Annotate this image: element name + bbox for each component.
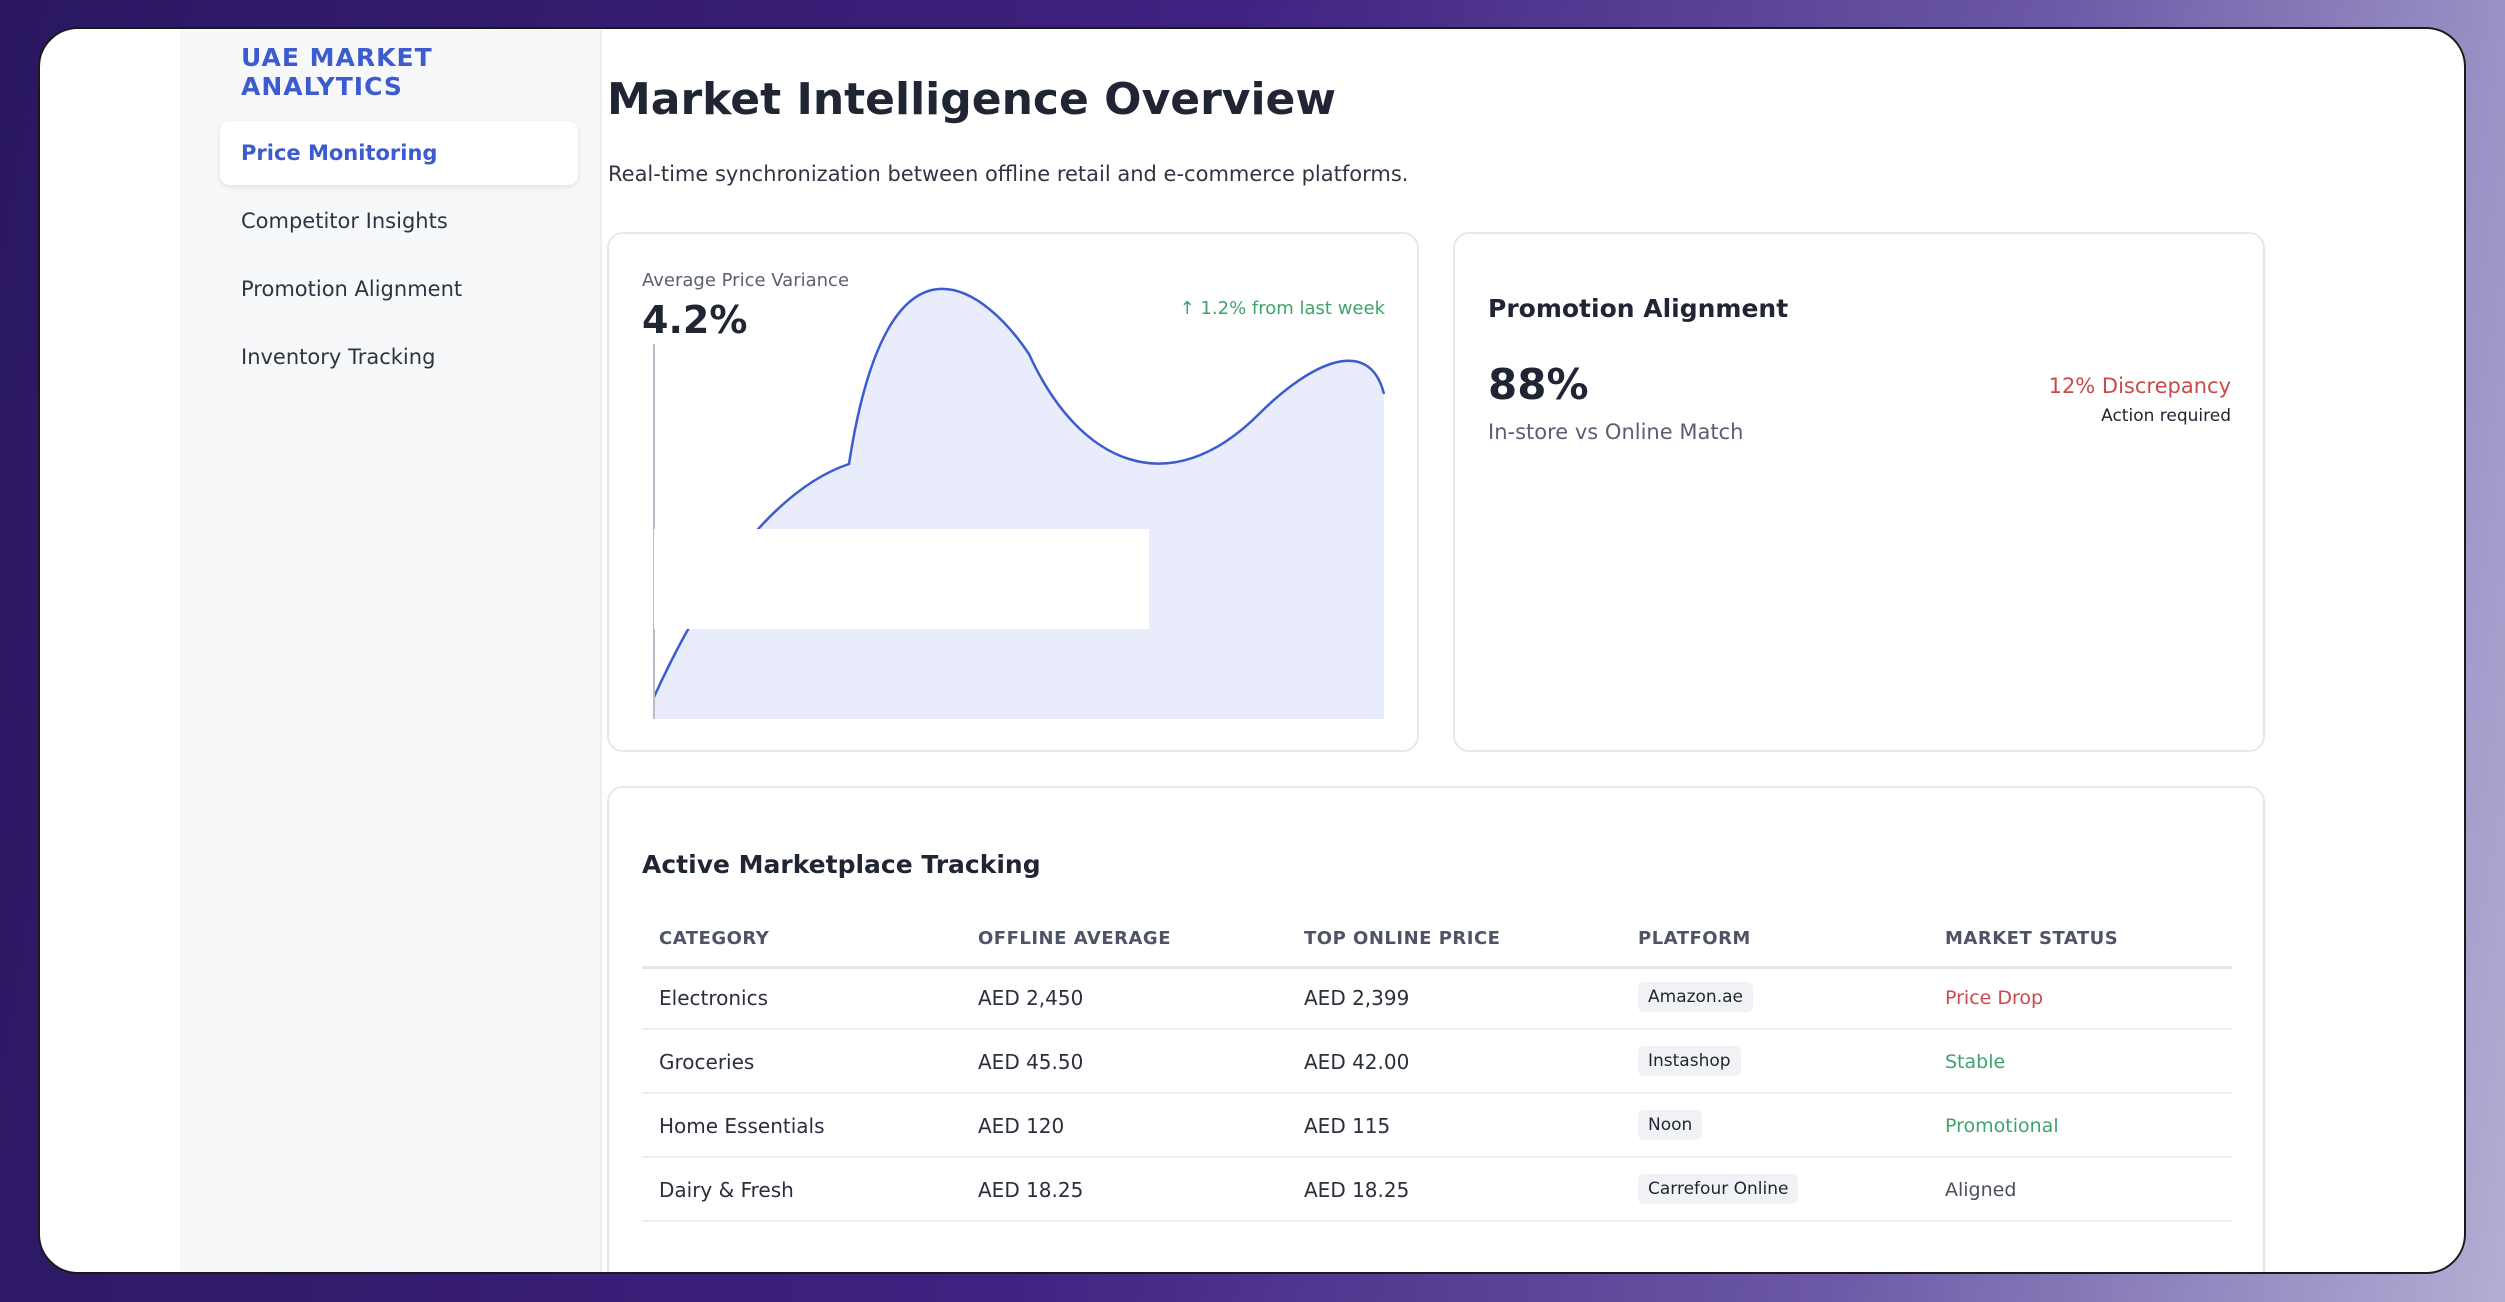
sidebar-item-label: Promotion Alignment	[241, 277, 463, 301]
table-row[interactable]: Groceries AED 45.50 AED 42.00 Instashop …	[642, 1030, 2232, 1094]
column-header-category: CATEGORY	[659, 928, 770, 949]
table-row[interactable]: Electronics AED 2,450 AED 2,399 Amazon.a…	[642, 966, 2232, 1030]
variance-line	[652, 287, 1386, 698]
column-header-market-status: MARKET STATUS	[1945, 928, 2119, 949]
column-header-top-online-price: TOP ONLINE PRICE	[1304, 928, 1501, 949]
price-variance-card: Average Price Variance 4.2% ↑ 1.2% from …	[607, 232, 1419, 752]
status-badge: Price Drop	[1945, 987, 2044, 1009]
variance-value: 4.2%	[642, 298, 748, 342]
table-header: CATEGORY OFFLINE AVERAGE TOP ONLINE PRIC…	[642, 908, 2232, 969]
status-badge: Promotional	[1945, 1115, 2059, 1137]
chart-overlay-box	[654, 529, 1149, 629]
cell-top-online-price: AED 18.25	[1304, 1178, 1410, 1202]
platform-badge: Amazon.ae	[1638, 982, 1753, 1012]
variance-chart	[652, 287, 1386, 719]
sidebar-item-label: Inventory Tracking	[241, 345, 436, 369]
platform-badge: Instashop	[1638, 1046, 1741, 1076]
variance-area	[654, 288, 1384, 719]
platform-badge: Noon	[1638, 1110, 1703, 1140]
variance-change: ↑ 1.2% from last week	[1179, 298, 1385, 319]
column-header-platform: PLATFORM	[1638, 928, 1751, 949]
promo-action-required: Action required	[2101, 406, 2231, 426]
status-badge: Stable	[1945, 1051, 2006, 1073]
sidebar-item-inventory-tracking[interactable]: Inventory Tracking	[220, 325, 578, 389]
sidebar-item-price-monitoring[interactable]: Price Monitoring	[220, 121, 578, 185]
table-row[interactable]: Home Essentials AED 120 AED 115 Noon Pro…	[642, 1094, 2232, 1158]
marketplace-tracking-card: Active Marketplace Tracking CATEGORY OFF…	[607, 786, 2265, 1272]
status-badge: Aligned	[1945, 1179, 2017, 1201]
cell-top-online-price: AED 42.00	[1304, 1050, 1410, 1074]
page-title: Market Intelligence Overview	[607, 74, 1337, 125]
cell-offline-average: AED 120	[978, 1114, 1065, 1138]
cell-top-online-price: AED 115	[1304, 1114, 1391, 1138]
sidebar-item-label: Price Monitoring	[241, 141, 438, 165]
app-window: UAE MARKET ANALYTICS Price Monitoring Co…	[38, 27, 2466, 1274]
promotion-alignment-card: Promotion Alignment 88% In-store vs Onli…	[1453, 232, 2265, 752]
promo-title: Promotion Alignment	[1488, 294, 1789, 323]
variance-label: Average Price Variance	[642, 270, 850, 291]
cell-offline-average: AED 2,450	[978, 986, 1084, 1010]
sidebar-item-promotion-alignment[interactable]: Promotion Alignment	[220, 257, 578, 321]
cell-category: Electronics	[659, 986, 769, 1010]
cell-offline-average: AED 18.25	[978, 1178, 1084, 1202]
cell-top-online-price: AED 2,399	[1304, 986, 1410, 1010]
page-subtitle: Real-time synchronization between offlin…	[608, 162, 1409, 186]
platform-badge: Carrefour Online	[1638, 1174, 1799, 1204]
sidebar-item-competitor-insights[interactable]: Competitor Insights	[220, 189, 578, 253]
column-header-offline-average: OFFLINE AVERAGE	[978, 928, 1171, 949]
promo-value: 88%	[1488, 360, 1589, 409]
cell-offline-average: AED 45.50	[978, 1050, 1084, 1074]
cell-category: Home Essentials	[659, 1114, 825, 1138]
table-title: Active Marketplace Tracking	[642, 850, 1041, 879]
cell-category: Groceries	[659, 1050, 755, 1074]
sidebar-item-label: Competitor Insights	[241, 209, 448, 233]
table-row[interactable]: Dairy & Fresh AED 18.25 AED 18.25 Carref…	[642, 1158, 2232, 1222]
promo-subtitle: In-store vs Online Match	[1488, 420, 1744, 444]
brand-logo: UAE MARKET ANALYTICS	[241, 43, 433, 101]
sidebar: UAE MARKET ANALYTICS Price Monitoring Co…	[180, 29, 602, 1272]
promo-discrepancy: 12% Discrepancy	[2048, 374, 2231, 398]
cell-category: Dairy & Fresh	[659, 1178, 794, 1202]
